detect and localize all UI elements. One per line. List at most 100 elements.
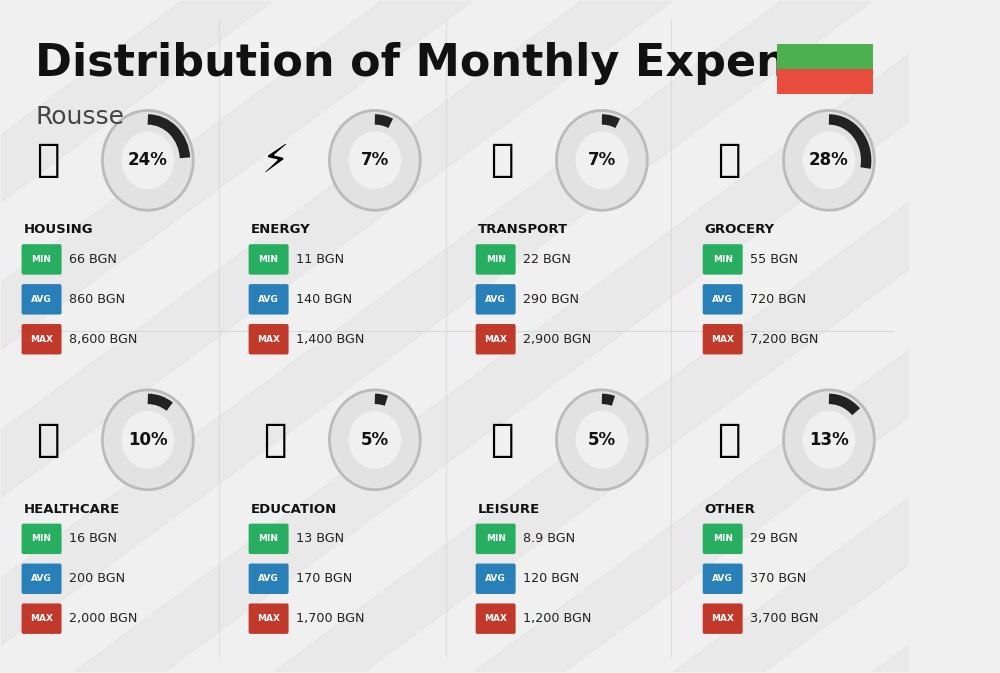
Circle shape [784,390,874,490]
Text: AVG: AVG [485,295,506,304]
FancyBboxPatch shape [249,604,289,634]
Text: 860 BGN: 860 BGN [69,293,125,306]
Text: AVG: AVG [258,574,279,583]
Text: HEALTHCARE: HEALTHCARE [23,503,120,516]
Text: MIN: MIN [32,534,52,543]
Text: 💰: 💰 [717,421,741,459]
Text: 7%: 7% [361,151,389,170]
Circle shape [102,110,193,210]
Circle shape [556,110,647,210]
Text: 7,200 BGN: 7,200 BGN [750,332,818,346]
Text: 3,700 BGN: 3,700 BGN [750,612,818,625]
Text: AVG: AVG [485,574,506,583]
Text: 1,400 BGN: 1,400 BGN [296,332,364,346]
Circle shape [803,411,855,468]
Polygon shape [0,1,473,672]
Circle shape [349,131,401,189]
Text: 120 BGN: 120 BGN [523,572,579,586]
Polygon shape [0,1,673,672]
Circle shape [576,411,628,468]
Text: 170 BGN: 170 BGN [296,572,352,586]
Text: 55 BGN: 55 BGN [750,253,798,266]
Circle shape [784,110,874,210]
Text: MIN: MIN [486,534,506,543]
Text: OTHER: OTHER [705,503,755,516]
Text: ENERGY: ENERGY [250,223,310,236]
Text: MAX: MAX [30,334,53,344]
Text: 🚌: 🚌 [490,141,514,180]
Circle shape [121,411,174,468]
Text: MAX: MAX [257,614,280,623]
FancyBboxPatch shape [703,324,743,355]
Text: 5%: 5% [588,431,616,449]
Text: GROCERY: GROCERY [705,223,775,236]
Polygon shape [0,1,273,672]
FancyBboxPatch shape [249,524,289,554]
FancyBboxPatch shape [22,524,62,554]
FancyBboxPatch shape [703,563,743,594]
FancyBboxPatch shape [249,284,289,314]
Text: MIN: MIN [259,534,279,543]
Circle shape [576,131,628,189]
FancyBboxPatch shape [476,524,516,554]
Circle shape [121,131,174,189]
FancyBboxPatch shape [22,324,62,355]
Text: AVG: AVG [712,295,733,304]
Text: 🏢: 🏢 [36,141,60,180]
Circle shape [329,390,420,490]
Text: 8,600 BGN: 8,600 BGN [69,332,137,346]
Text: MIN: MIN [32,255,52,264]
FancyBboxPatch shape [22,284,62,314]
FancyBboxPatch shape [476,284,516,314]
Polygon shape [873,1,1000,672]
Text: 720 BGN: 720 BGN [750,293,806,306]
Text: 22 BGN: 22 BGN [523,253,571,266]
Text: MAX: MAX [711,334,734,344]
Text: MAX: MAX [711,614,734,623]
Text: Rousse: Rousse [35,106,124,129]
Text: MAX: MAX [484,614,507,623]
Text: 💓: 💓 [36,421,60,459]
Text: 🛍: 🛍 [490,421,514,459]
Text: 7%: 7% [588,151,616,170]
FancyBboxPatch shape [476,563,516,594]
Text: MIN: MIN [259,255,279,264]
Text: LEISURE: LEISURE [477,503,540,516]
Text: 2,000 BGN: 2,000 BGN [69,612,137,625]
FancyBboxPatch shape [777,69,873,94]
Text: 140 BGN: 140 BGN [296,293,352,306]
Text: EDUCATION: EDUCATION [250,503,337,516]
Text: MIN: MIN [486,255,506,264]
Circle shape [556,390,647,490]
FancyBboxPatch shape [22,563,62,594]
Circle shape [102,390,193,490]
FancyBboxPatch shape [249,244,289,275]
FancyBboxPatch shape [703,524,743,554]
Text: 10%: 10% [128,431,168,449]
FancyBboxPatch shape [249,563,289,594]
Text: AVG: AVG [258,295,279,304]
FancyBboxPatch shape [703,244,743,275]
Text: 28%: 28% [809,151,849,170]
FancyBboxPatch shape [703,284,743,314]
Polygon shape [73,1,1000,672]
FancyBboxPatch shape [22,244,62,275]
Text: ⚡: ⚡ [261,141,289,180]
Text: HOUSING: HOUSING [23,223,93,236]
Text: MAX: MAX [484,334,507,344]
FancyBboxPatch shape [249,324,289,355]
Polygon shape [473,1,1000,672]
Text: Distribution of Monthly Expenses: Distribution of Monthly Expenses [35,42,871,85]
Text: 24%: 24% [128,151,168,170]
Text: 🛒: 🛒 [717,141,741,180]
FancyBboxPatch shape [476,244,516,275]
Text: 🎓: 🎓 [263,421,287,459]
Text: 16 BGN: 16 BGN [69,532,117,545]
FancyBboxPatch shape [476,604,516,634]
Text: TRANSPORT: TRANSPORT [477,223,568,236]
Text: 2,900 BGN: 2,900 BGN [523,332,591,346]
Text: 1,200 BGN: 1,200 BGN [523,612,591,625]
Text: 66 BGN: 66 BGN [69,253,117,266]
FancyBboxPatch shape [476,324,516,355]
FancyBboxPatch shape [22,604,62,634]
